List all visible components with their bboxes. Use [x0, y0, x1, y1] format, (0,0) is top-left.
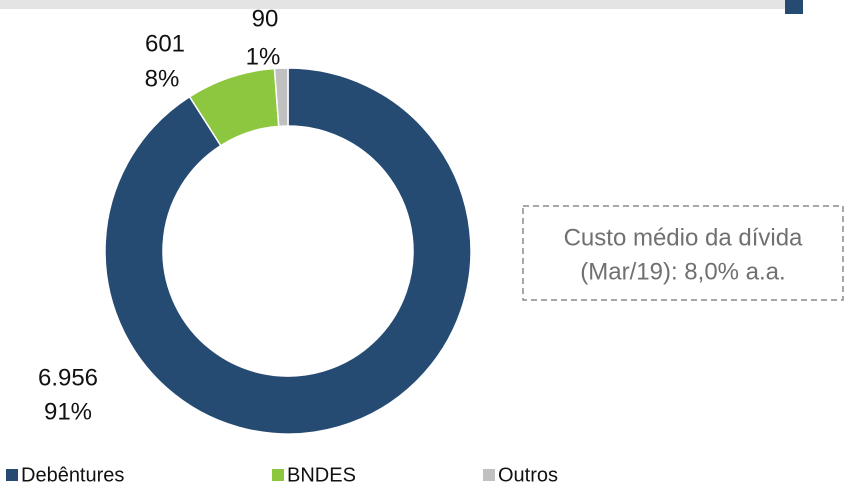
- percent-label: 1%: [246, 43, 281, 70]
- value-label: 90: [252, 5, 279, 32]
- legend-label: BNDES: [287, 464, 356, 486]
- legend-swatch: [483, 469, 495, 481]
- header-bar: [0, 0, 785, 9]
- value-label: 601: [145, 30, 185, 57]
- legend-swatch: [6, 469, 18, 481]
- legend-swatch: [272, 469, 284, 481]
- annotation-line: (Mar/19): 8,0% a.a.: [580, 258, 785, 285]
- annotation-line: Custo médio da dívida: [564, 224, 803, 251]
- value-label: 6.956: [38, 364, 98, 391]
- annotation-box: [522, 205, 844, 301]
- slice: [273, 67, 289, 128]
- legend-label: Debêntures: [21, 464, 124, 486]
- legend-label: Outros: [498, 464, 558, 486]
- percent-label: 8%: [145, 65, 180, 92]
- percent-label: 91%: [44, 398, 92, 425]
- slice: [104, 67, 472, 435]
- header-mark: [785, 0, 803, 14]
